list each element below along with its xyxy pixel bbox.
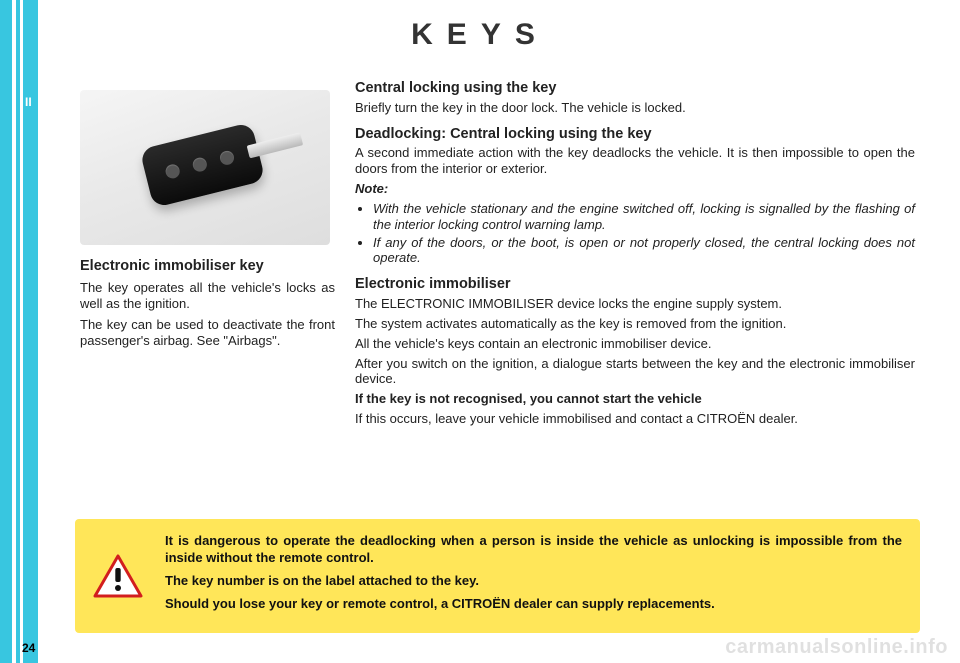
central-locking-p1: Briefly turn the key in the door lock. T… <box>355 100 915 116</box>
note-bullet-2: If any of the doors, or the boot, is ope… <box>373 235 915 267</box>
key-button-icon <box>191 156 208 173</box>
deadlocking-note-list: With the vehicle stationary and the engi… <box>355 201 915 266</box>
key-button-icon <box>219 149 236 166</box>
immobiliser-p4: After you switch on the ignition, a dial… <box>355 356 915 388</box>
key-body-shape <box>139 122 265 208</box>
warning-p3: Should you lose your key or remote contr… <box>165 596 902 613</box>
warning-p2: The key number is on the label attached … <box>165 573 902 590</box>
deadlocking-p1: A second immediate action with the key d… <box>355 145 915 177</box>
right-column: Central locking using the key Briefly tu… <box>355 80 915 431</box>
left-p2: The key can be used to deactivate the fr… <box>80 317 335 349</box>
edge-inner-strip <box>20 0 23 663</box>
key-blade-shape <box>247 132 304 158</box>
left-column: Electronic immobiliser key The key opera… <box>80 258 335 355</box>
deadlocking-heading: Deadlocking: Central locking using the k… <box>355 126 915 144</box>
key-photo <box>80 90 330 245</box>
immobiliser-heading: Electronic immobiliser <box>355 276 915 294</box>
left-heading: Electronic immobiliser key <box>80 258 335 276</box>
immobiliser-p3: All the vehicle's keys contain an electr… <box>355 336 915 352</box>
immobiliser-p2: The system activates automatically as th… <box>355 316 915 332</box>
manual-page: II 24 KEYS Electronic immobiliser key Th… <box>0 0 960 663</box>
warning-triangle-icon <box>93 554 143 598</box>
left-edge-decoration <box>0 0 38 663</box>
page-title: KEYS <box>0 18 960 52</box>
central-locking-heading: Central locking using the key <box>355 80 915 98</box>
watermark: carmanualsonline.info <box>725 636 948 659</box>
note-label: Note: <box>355 181 915 197</box>
note-bullet-1: With the vehicle stationary and the engi… <box>373 201 915 233</box>
immobiliser-bold: If the key is not recognised, you cannot… <box>355 391 915 407</box>
warning-box: It is dangerous to operate the deadlocki… <box>75 519 920 633</box>
immobiliser-p5: If this occurs, leave your vehicle immob… <box>355 411 915 427</box>
left-p1: The key operates all the vehicle's locks… <box>80 280 335 312</box>
warning-p1: It is dangerous to operate the deadlocki… <box>165 533 902 567</box>
immobiliser-p1: The ELECTRONIC IMMOBILISER device locks … <box>355 296 915 312</box>
key-button-icon <box>164 163 181 180</box>
page-number: 24 <box>22 641 35 655</box>
chapter-mark: II <box>25 95 32 109</box>
